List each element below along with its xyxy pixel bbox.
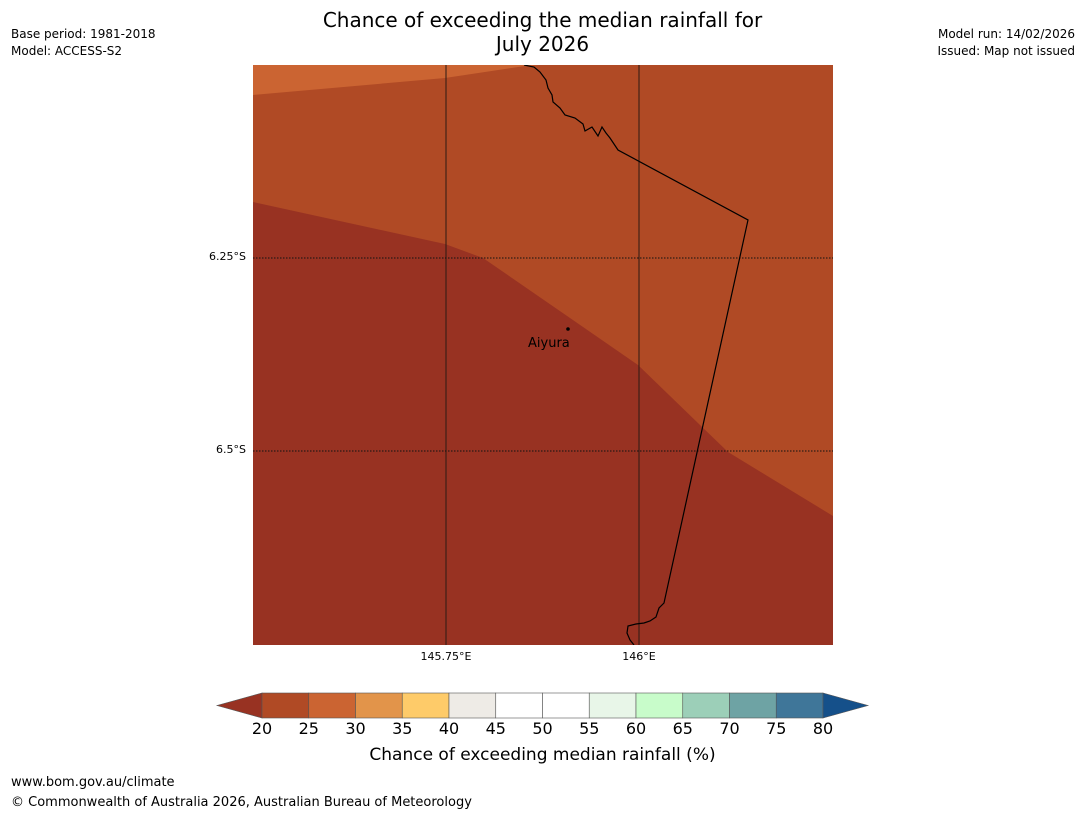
colorbar-tick-label: 60 <box>625 719 647 738</box>
colorbar-under-arrow <box>215 692 263 719</box>
lon-label-146: 146°E <box>622 650 656 663</box>
rain-band-30-35 <box>253 65 540 95</box>
colorbar-segment <box>355 692 403 719</box>
colorbar-segment <box>588 692 637 719</box>
colorbar-tick-label: 30 <box>345 719 366 738</box>
colorbar-tick-label: 50 <box>532 719 553 738</box>
map-title: Chance of exceeding the median rainfall … <box>0 8 1085 56</box>
colorbar-tick-label: 25 <box>298 719 319 738</box>
map-title-line1: Chance of exceeding the median rainfall … <box>322 8 763 32</box>
colorbar-tick-label: 20 <box>251 719 273 738</box>
colorbar-tick-label: 65 <box>672 719 693 738</box>
colorbar-segment <box>729 692 777 719</box>
colorbar-segment <box>448 692 497 719</box>
colorbar-tick-label: 40 <box>438 719 460 738</box>
colorbar-segment <box>495 692 543 719</box>
colorbar-tick-label: 45 <box>485 719 506 738</box>
colorbar-tick-label: 35 <box>392 719 413 738</box>
lon-label-145-75: 145.75°E <box>420 650 472 663</box>
colorbar-title: Chance of exceeding median rainfall (%) <box>369 745 716 765</box>
aiyura-marker <box>566 327 570 331</box>
colorbar-tick-label: 75 <box>766 719 787 738</box>
map-title-line2: July 2026 <box>495 32 590 56</box>
colorbar-segment <box>635 692 684 719</box>
issued-status: Issued: Map not issued <box>937 44 1075 58</box>
colorbar-segment <box>542 692 590 719</box>
location-label: Aiyura <box>528 336 570 351</box>
colorbar-tick-label: 55 <box>579 719 600 738</box>
border-line <box>523 65 749 645</box>
colorbar-segment <box>308 692 356 719</box>
colorbar-segment <box>261 692 310 719</box>
colorbar-tick-label: 80 <box>812 719 834 738</box>
base-period: Base period: 1981-2018 <box>11 27 156 41</box>
footer-copyright: © Commonwealth of Australia 2026, Austra… <box>11 795 472 810</box>
colorbar-segment <box>682 692 730 719</box>
lat-label-6-5: 6.5°S <box>216 443 246 456</box>
lat-label-6-25: 6.25°S <box>209 250 246 263</box>
colorbar-over-arrow <box>822 692 870 719</box>
model-run: Model run: 14/02/2026 <box>937 27 1075 41</box>
footer-url: www.bom.gov.au/climate <box>11 775 175 790</box>
rain-band-20-25 <box>253 202 833 645</box>
colorbar-segment <box>401 692 450 719</box>
colorbar-segment <box>775 692 824 719</box>
colorbar-tick-label: 70 <box>719 719 740 738</box>
model-name: Model: ACCESS-S2 <box>11 44 123 58</box>
colorbar <box>215 692 870 719</box>
